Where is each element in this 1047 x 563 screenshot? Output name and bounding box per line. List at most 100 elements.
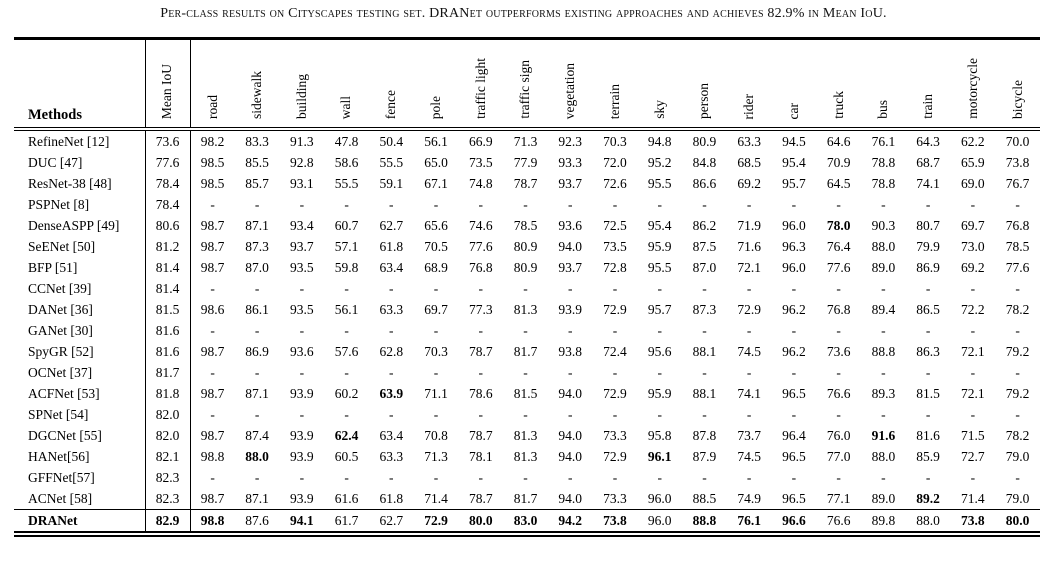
cell-pole: 56.1: [424, 134, 448, 149]
cell-traffic-sign: 71.3: [513, 134, 538, 149]
cell-terrain: 72.6: [603, 176, 627, 191]
cell-rider: -: [746, 323, 752, 338]
cell-truck: -: [836, 365, 841, 380]
cell-fence: 63.4: [379, 428, 404, 443]
cell-person: 86.2: [692, 218, 717, 233]
cell-wall: -: [344, 323, 349, 338]
cell-building: -: [299, 407, 305, 422]
cell-mean-iou: 77.6: [145, 152, 191, 173]
table-row-seenet-50: SeENet [50] 81.2 98.7 87.3 93.7 57.1 61.8 70.5 7…: [14, 236, 1040, 257]
cell-fence: 62.8: [379, 344, 404, 359]
cell-mean-iou: 81.6: [145, 341, 191, 362]
cell-traffic-light: -: [478, 323, 484, 338]
cell-sky: -: [657, 470, 662, 485]
cell-motorcycle: -: [970, 407, 976, 422]
cell-traffic-sign: 81.3: [513, 302, 538, 317]
cell-terrain: 73.5: [603, 239, 627, 254]
cell-rider: 74.9: [737, 491, 761, 506]
cell-vegetation: -: [567, 197, 573, 212]
cell-bicycle: -: [1015, 365, 1020, 380]
cell-person: 84.8: [692, 155, 717, 170]
column-header-vegetation: vegetation: [547, 38, 593, 131]
cell-rider: -: [746, 470, 752, 485]
cell-traffic-sign: 80.9: [513, 239, 538, 254]
cell-truck: 76.6: [826, 386, 851, 401]
table-row-dgcnet-55: DGCNet [55] 82.0 98.7 87.4 93.9 62.4 63.4 70.8 7…: [14, 425, 1040, 446]
cell-terrain: 70.3: [603, 134, 627, 149]
cell-fence: 55.5: [379, 155, 404, 170]
cell-bus: 88.0: [871, 449, 896, 464]
cell-vegetation: 94.0: [558, 386, 583, 401]
cell-terrain: 72.0: [603, 155, 627, 170]
cell-rider: 68.5: [737, 155, 761, 170]
cell-wall: 58.6: [334, 155, 359, 170]
cell-bicycle: -: [1015, 197, 1020, 212]
cell-terrain: -: [612, 323, 618, 338]
cell-truck: 77.1: [826, 491, 851, 506]
cell-bus: -: [881, 197, 886, 212]
cell-car: -: [791, 197, 797, 212]
cell-traffic-sign: 81.7: [513, 491, 538, 506]
cell-fence: 63.9: [379, 386, 404, 401]
table-row-gffnet-57: GFFNet[57] 82.3 - - - - - - - - - - - - - - - - - - -: [14, 467, 1040, 488]
cell-pole: -: [433, 407, 439, 422]
table-row-bfp-51: BFP [51] 81.4 98.7 87.0 93.5 59.8 63.4 68.9 76.8…: [14, 257, 1040, 278]
cell-road: 98.6: [200, 302, 225, 317]
cell-truck: 73.6: [826, 344, 851, 359]
cell-wall: -: [344, 407, 349, 422]
cell-fence: 61.8: [379, 239, 404, 254]
column-header-building: building: [279, 38, 325, 131]
cell-road: 98.7: [200, 218, 225, 233]
table-row-ocnet-37: OCNet [37] 81.7 - - - - - - - - - - - - - - - - - - -: [14, 362, 1040, 383]
table-row-acnet-58: ACNet [58] 82.3 98.7 87.1 93.9 61.6 61.8 71.4 78…: [14, 488, 1040, 510]
cell-traffic-sign: 80.9: [513, 260, 538, 275]
cell-person: 88.5: [692, 491, 717, 506]
cell-sky: 95.2: [647, 155, 672, 170]
method-name: HANet[56]: [14, 446, 146, 467]
column-header-label: train: [920, 94, 936, 119]
cell-wall: 60.5: [334, 449, 359, 464]
cell-person: 87.5: [692, 239, 717, 254]
cell-bus: -: [881, 323, 886, 338]
cell-bicycle: 79.2: [1005, 344, 1030, 359]
cell-road: 98.5: [200, 155, 225, 170]
cell-building: 93.9: [290, 491, 314, 506]
cell-bicycle: 78.5: [1005, 239, 1030, 254]
table-row-spygr-52: SpyGR [52] 81.6 98.7 86.9 93.6 57.6 62.8 70.3 78…: [14, 341, 1040, 362]
cell-person: 86.6: [692, 176, 717, 191]
column-header-bus: bus: [861, 38, 906, 131]
column-header-pole: pole: [413, 38, 459, 131]
cell-road: -: [210, 281, 215, 296]
cell-wall: -: [344, 365, 349, 380]
cell-truck: -: [836, 281, 841, 296]
method-name: DUC [47]: [14, 152, 146, 173]
method-name: GFFNet[57]: [14, 467, 146, 488]
cell-traffic-light: -: [478, 197, 484, 212]
cell-rider: 74.5: [737, 344, 761, 359]
cell-truck: 64.5: [826, 176, 851, 191]
cell-fence: 62.7: [379, 218, 404, 233]
cell-truck: 76.0: [826, 428, 851, 443]
cell-person: -: [702, 323, 707, 338]
cell-traffic-light: 78.7: [468, 344, 493, 359]
cell-sidewalk: 87.0: [245, 260, 269, 275]
column-header-label: bicycle: [1009, 80, 1025, 119]
cell-vegetation: 94.0: [558, 239, 583, 254]
cell-mean-iou: 80.6: [145, 215, 191, 236]
method-name: ACFNet [53]: [14, 383, 146, 404]
cell-motorcycle: 69.2: [961, 260, 985, 275]
cell-sidewalk: -: [254, 323, 260, 338]
cell-sidewalk: 87.4: [245, 428, 269, 443]
cell-road: 98.7: [200, 491, 225, 506]
method-name: BFP [51]: [14, 257, 146, 278]
cell-sky: 95.6: [647, 344, 672, 359]
cell-pole: 70.5: [424, 239, 448, 254]
method-name: OCNet [37]: [14, 362, 146, 383]
column-header-sidewalk: sidewalk: [234, 38, 280, 131]
cell-rider: 72.9: [737, 302, 761, 317]
table-row-duc-47: DUC [47] 77.6 98.5 85.5 92.8 58.6 55.5 65.0 73.5…: [14, 152, 1040, 173]
cell-fence: -: [389, 407, 394, 422]
cell-terrain: -: [612, 407, 618, 422]
cell-road: 98.5: [200, 176, 225, 191]
column-header-sky: sky: [637, 38, 683, 131]
